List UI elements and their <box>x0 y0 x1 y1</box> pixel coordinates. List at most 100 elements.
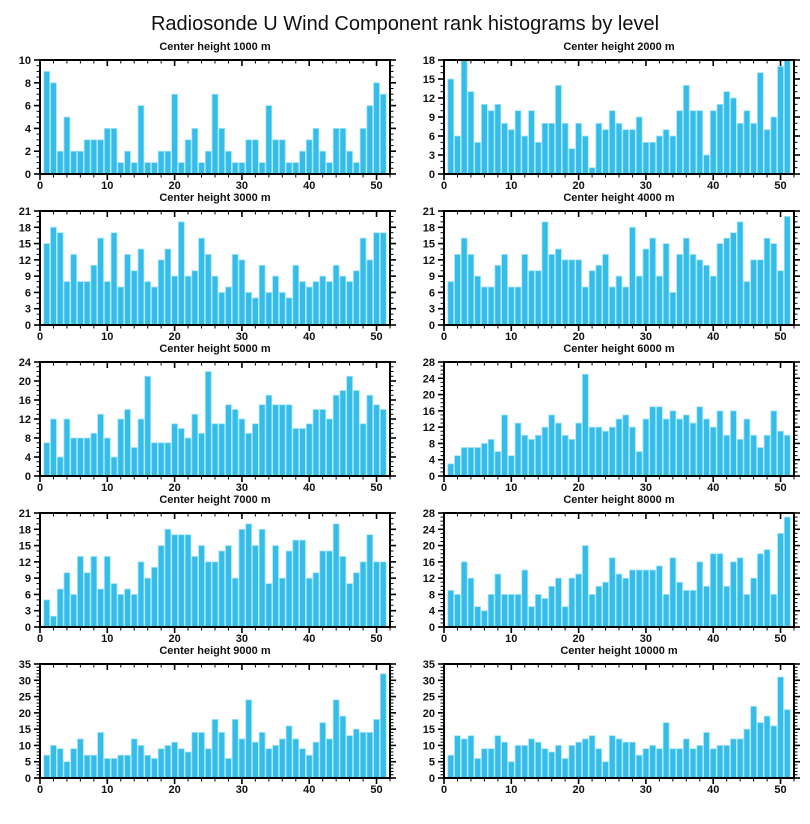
bar <box>602 430 609 477</box>
bar <box>696 561 704 628</box>
y-tick-label: 6 <box>429 131 435 143</box>
bar <box>723 585 731 628</box>
bar <box>191 128 199 175</box>
bar <box>730 232 737 326</box>
y-tick-label: 24 <box>423 373 436 385</box>
bar <box>541 748 549 779</box>
bar <box>723 237 731 326</box>
bar <box>635 275 643 326</box>
bar <box>682 84 690 175</box>
bar <box>454 594 461 628</box>
bar <box>581 373 589 477</box>
bar <box>373 561 380 628</box>
histogram-chart: 0 5 10 15 20 25 30 35 0 10 20 30 40 50 <box>6 659 404 796</box>
bar <box>56 150 64 175</box>
bar <box>447 78 455 175</box>
bar <box>90 556 98 628</box>
bar <box>326 738 333 779</box>
bar <box>225 150 232 175</box>
x-tick-label: 40 <box>303 331 315 342</box>
x-tick-label: 10 <box>101 482 113 493</box>
bar <box>467 735 475 779</box>
bar <box>474 275 482 326</box>
bar <box>783 434 791 477</box>
subplot-title: Center height 1000 m <box>159 41 271 53</box>
subplot-center-height-5000m: Center height 5000 m 0 4 8 12 16 20 24 0 10 20 30 4… <box>6 342 404 494</box>
x-tick-label: 40 <box>707 784 719 795</box>
y-tick-label: 0 <box>429 320 435 332</box>
bar <box>70 150 78 175</box>
bar <box>534 594 542 628</box>
bar <box>272 545 279 628</box>
bar <box>454 254 461 326</box>
y-tick-label: 3 <box>429 150 435 162</box>
bar <box>777 270 784 326</box>
bar <box>56 232 64 326</box>
bar <box>299 150 306 175</box>
bar <box>332 699 340 779</box>
bar <box>43 442 51 477</box>
bar <box>514 422 522 477</box>
x-tick-label: 20 <box>572 180 584 191</box>
bar <box>649 237 657 326</box>
histogram-chart: 0 2 4 6 8 10 0 10 20 30 40 50 <box>6 55 404 192</box>
y-tick-label: 4 <box>429 455 436 467</box>
bar <box>326 418 333 477</box>
bar <box>332 264 340 326</box>
bar <box>763 549 771 628</box>
bar <box>575 122 582 175</box>
subplot-center-height-2000m: Center height 2000 m 0 3 6 9 12 15 18 0 10 20 30 40… <box>410 40 808 192</box>
bar <box>77 556 84 628</box>
bar <box>359 237 367 326</box>
x-tick-label: 40 <box>707 180 719 191</box>
bar <box>501 414 508 477</box>
x-tick-label: 20 <box>168 482 180 493</box>
bar <box>588 594 596 628</box>
bar <box>204 561 212 628</box>
bar <box>238 162 246 175</box>
bar <box>204 748 212 779</box>
bar <box>245 432 253 477</box>
y-tick-label: 15 <box>19 724 31 736</box>
x-tick-label: 20 <box>168 784 180 795</box>
subplot-title: Center height 7000 m <box>159 494 271 506</box>
x-tick-label: 50 <box>774 784 786 795</box>
y-tick-label: 25 <box>19 692 31 704</box>
bar <box>541 598 549 628</box>
bar <box>703 154 710 175</box>
bar <box>157 748 165 779</box>
bar <box>568 577 576 628</box>
bar <box>642 748 650 779</box>
bar <box>770 594 778 628</box>
y-tick-label: 5 <box>25 757 31 769</box>
bar <box>352 270 360 326</box>
x-tick-label: 20 <box>572 482 584 493</box>
bar <box>245 292 253 326</box>
bar <box>756 447 764 477</box>
x-tick-label: 30 <box>640 482 652 493</box>
bar <box>177 162 185 175</box>
bar <box>352 390 360 477</box>
bar <box>763 715 771 779</box>
bar <box>83 281 91 326</box>
bar <box>743 281 751 326</box>
bar <box>555 84 562 175</box>
bar <box>124 150 131 175</box>
bar <box>602 761 609 779</box>
bar <box>151 566 158 628</box>
bar <box>608 426 616 477</box>
bar <box>225 545 232 628</box>
bar <box>656 565 663 628</box>
bar <box>669 557 677 628</box>
bar <box>642 248 650 326</box>
bar <box>305 754 313 779</box>
bar <box>548 414 556 477</box>
bar <box>218 732 226 779</box>
bar <box>736 221 744 326</box>
bar <box>285 404 293 477</box>
x-tick-label: 0 <box>441 633 447 644</box>
bar <box>649 141 657 175</box>
bar <box>292 162 300 175</box>
y-tick-label: 15 <box>423 724 435 736</box>
bar <box>265 292 273 326</box>
